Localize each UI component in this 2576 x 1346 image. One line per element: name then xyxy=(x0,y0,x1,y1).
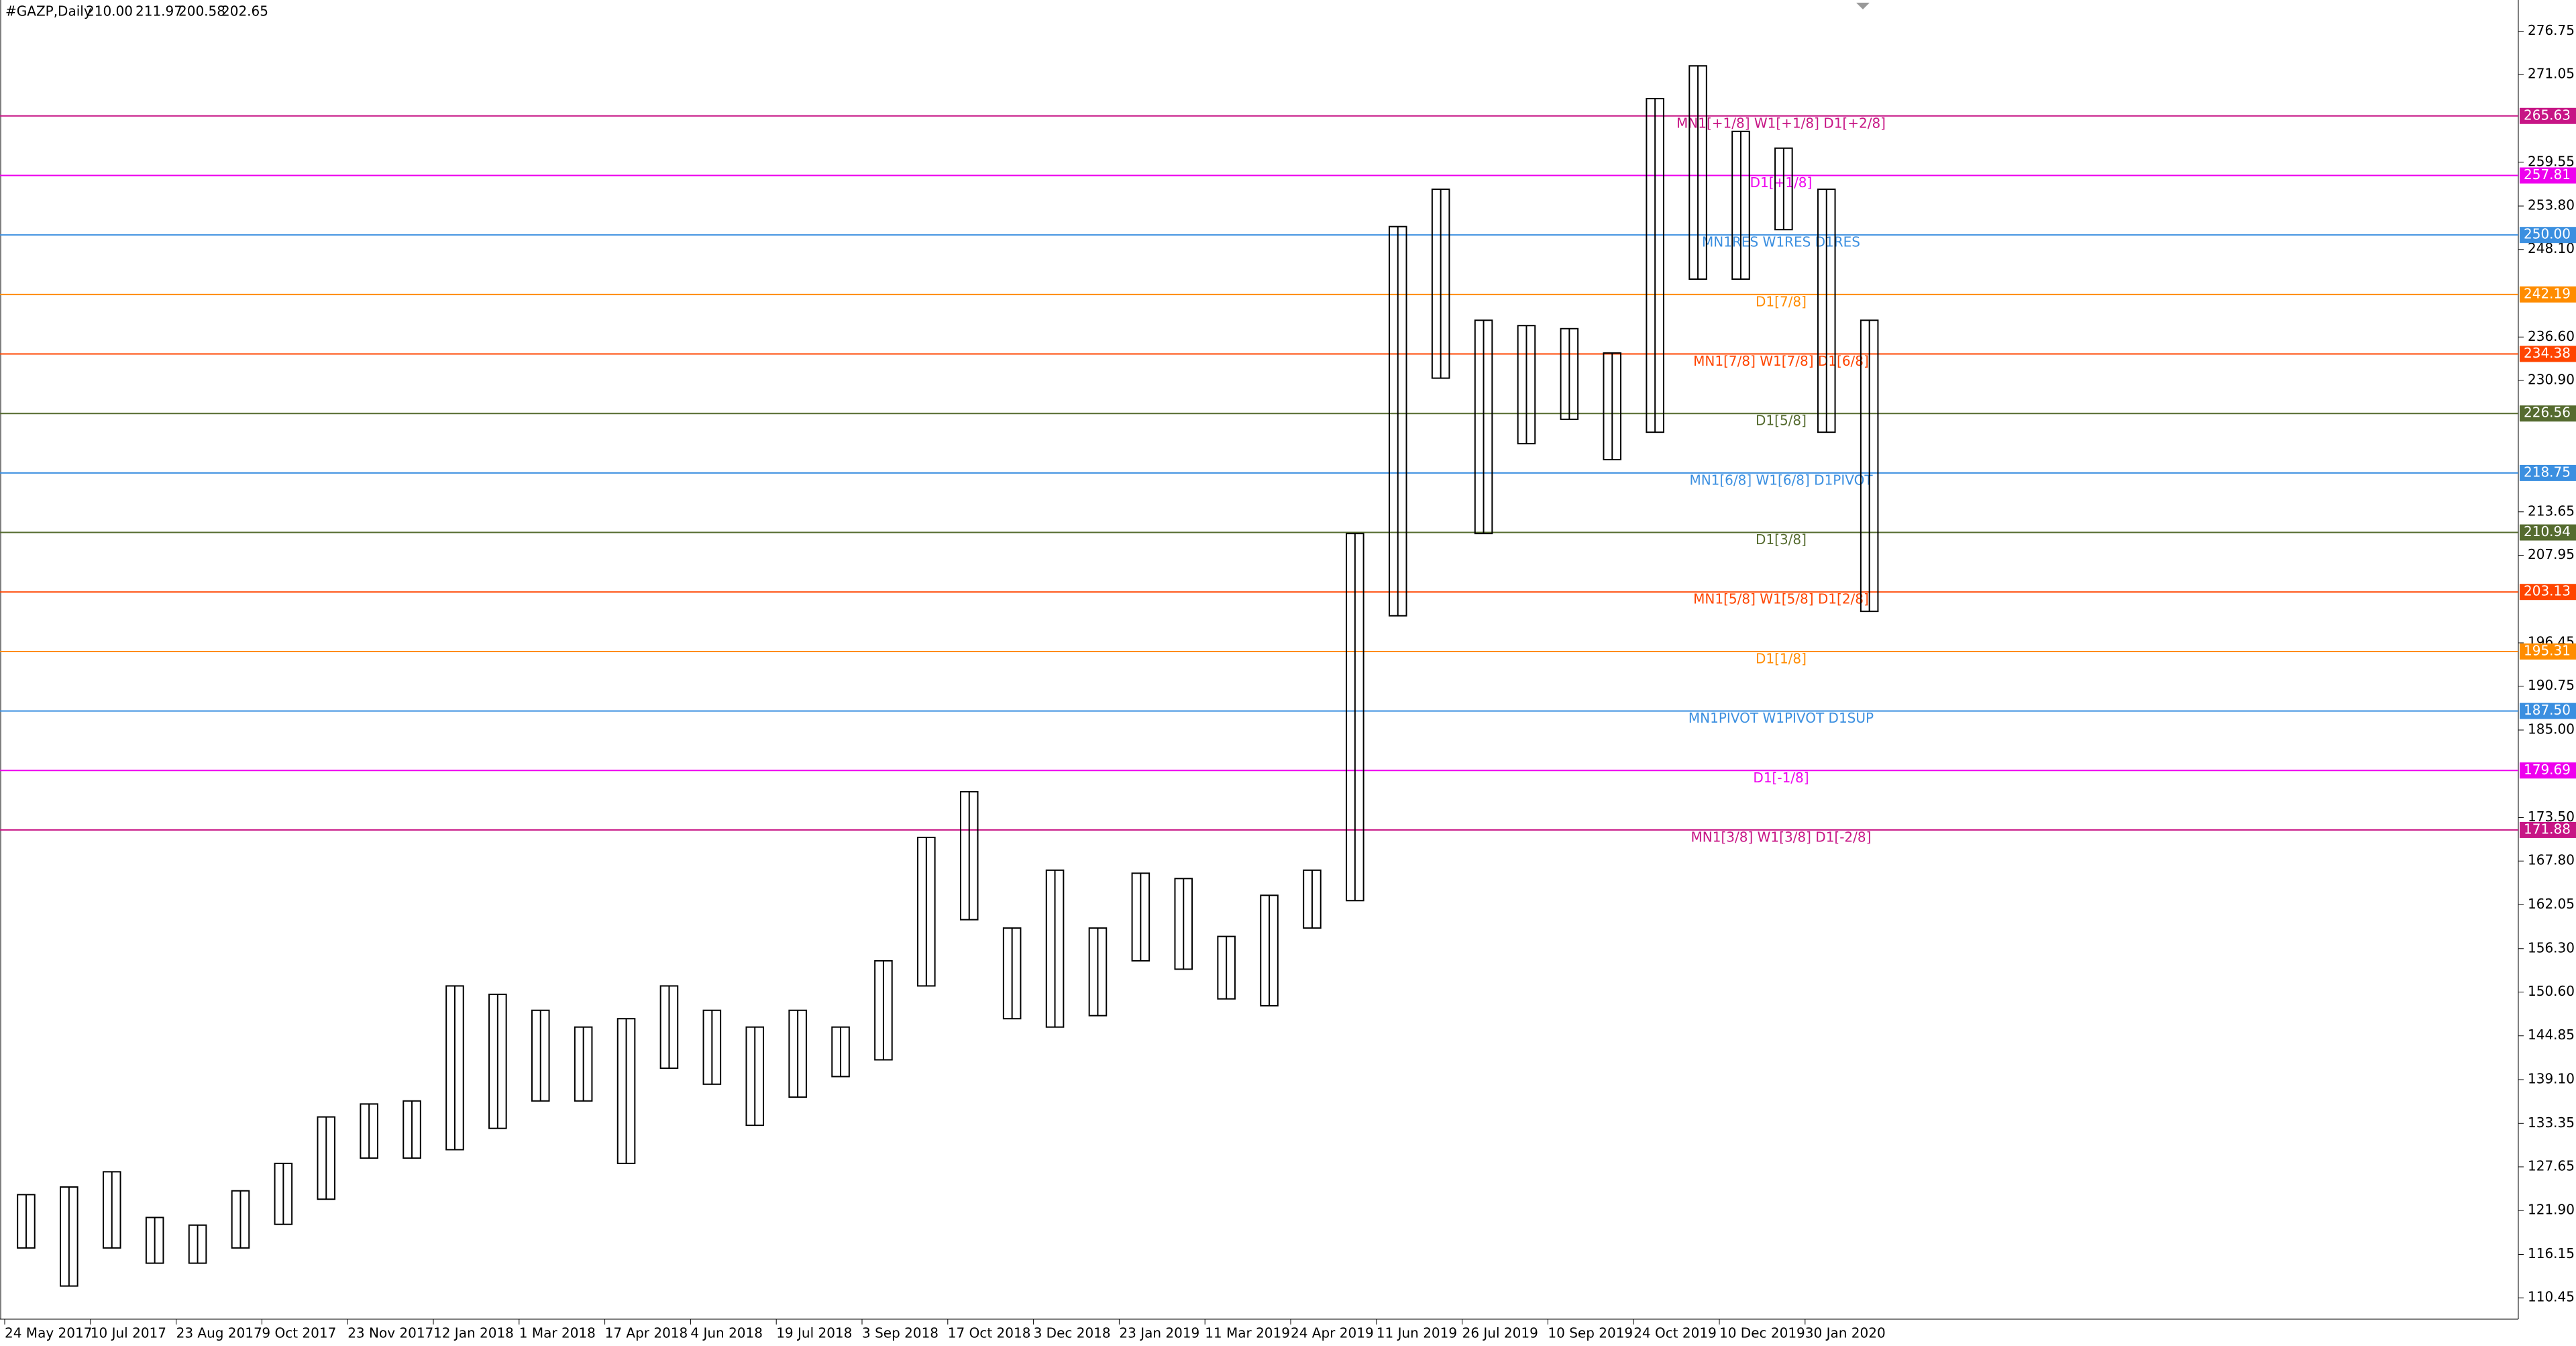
y-tick-label: 110.45 xyxy=(2528,1289,2575,1305)
x-tick-label: 10 Dec 2019 xyxy=(1719,1325,1805,1341)
level-label: D1[5/8] xyxy=(1756,413,1807,429)
y-tick-label: 276.75 xyxy=(2528,22,2575,38)
level-tag-label: 257.81 xyxy=(2524,166,2571,183)
y-tick-label: 190.75 xyxy=(2528,677,2575,693)
y-tick-label: 116.15 xyxy=(2528,1245,2575,1261)
level-tag xyxy=(2520,464,2576,481)
y-tick-label: 271.05 xyxy=(2528,66,2575,82)
level-label: MN1PIVOT W1PIVOT D1SUP xyxy=(1688,710,1874,726)
ohlc-open: 210.00 xyxy=(86,3,133,19)
level-tag xyxy=(2520,821,2576,838)
y-tick-label: 253.80 xyxy=(2528,197,2575,213)
x-tick-label: 17 Apr 2018 xyxy=(605,1325,688,1341)
level-label: MN1[6/8] W1[6/8] D1PIVOT xyxy=(1689,472,1873,488)
level-tag xyxy=(2520,346,2576,362)
x-tick-label: 30 Jan 2020 xyxy=(1805,1325,1886,1341)
x-tick-label: 11 Mar 2019 xyxy=(1205,1325,1290,1341)
level-tag-label: 210.94 xyxy=(2524,523,2571,539)
level-label: D1[7/8] xyxy=(1756,293,1807,309)
x-tick-label: 23 Nov 2017 xyxy=(347,1325,433,1341)
level-tag xyxy=(2520,524,2576,541)
x-tick-label: 11 Jun 2019 xyxy=(1377,1325,1457,1341)
y-tick-label: 259.55 xyxy=(2528,153,2575,169)
level-tag xyxy=(2520,167,2576,184)
shift-marker xyxy=(1856,3,1870,9)
x-tick-label: 12 Jan 2018 xyxy=(433,1325,514,1341)
y-tick-label: 185.00 xyxy=(2528,721,2575,737)
y-tick-label: 121.90 xyxy=(2528,1202,2575,1218)
level-tag-label: 242.19 xyxy=(2524,285,2571,301)
level-tag-label: 234.38 xyxy=(2524,345,2571,361)
level-label: MN1[5/8] W1[5/8] D1[2/8] xyxy=(1693,591,1869,607)
ohlc-close: 202.65 xyxy=(221,3,268,19)
x-tick-label: 24 Oct 2019 xyxy=(1633,1325,1717,1341)
level-label: D1[3/8] xyxy=(1756,531,1807,548)
x-tick-label: 24 May 2017 xyxy=(5,1325,92,1341)
y-tick-label: 139.10 xyxy=(2528,1071,2575,1087)
x-tick-label: 23 Aug 2017 xyxy=(176,1325,262,1341)
level-tag-label: 265.63 xyxy=(2524,107,2571,123)
level-tag xyxy=(2520,227,2576,244)
y-tick-label: 207.95 xyxy=(2528,546,2575,562)
x-tick-label: 9 Oct 2017 xyxy=(262,1325,336,1341)
level-tag-label: 187.50 xyxy=(2524,702,2571,718)
level-tag xyxy=(2520,405,2576,422)
x-tick-label: 19 Jul 2018 xyxy=(776,1325,852,1341)
level-tag-label: 203.13 xyxy=(2524,583,2571,599)
level-tag xyxy=(2520,584,2576,601)
ohlc-high: 211.97 xyxy=(136,3,182,19)
level-tag-label: 179.69 xyxy=(2524,762,2571,778)
level-label: D1[+1/8] xyxy=(1750,174,1813,191)
x-tick-label: 24 Apr 2019 xyxy=(1291,1325,1374,1341)
level-tag-label: 195.31 xyxy=(2524,642,2571,658)
x-tick-label: 1 Mar 2018 xyxy=(519,1325,596,1341)
level-label: MN1[3/8] W1[3/8] D1[-2/8] xyxy=(1691,829,1872,845)
level-label: D1[1/8] xyxy=(1756,650,1807,666)
y-tick-label: 156.30 xyxy=(2528,939,2575,955)
level-tag xyxy=(2520,643,2576,660)
x-tick-label: 10 Sep 2019 xyxy=(1548,1325,1633,1341)
x-tick-label: 26 Jul 2019 xyxy=(1462,1325,1538,1341)
y-tick-label: 127.65 xyxy=(2528,1157,2575,1174)
x-tick-label: 3 Sep 2018 xyxy=(862,1325,938,1341)
y-tick-label: 167.80 xyxy=(2528,852,2575,868)
level-tag-label: 226.56 xyxy=(2524,405,2571,421)
level-tag-label: 171.88 xyxy=(2524,821,2571,837)
level-label: MN1[7/8] W1[7/8] D1[6/8] xyxy=(1693,353,1869,369)
symbol: #GAZP,Daily xyxy=(5,3,92,19)
y-tick-label: 230.90 xyxy=(2528,371,2575,387)
ohlc-low: 200.58 xyxy=(178,3,225,19)
x-tick-label: 3 Dec 2018 xyxy=(1034,1325,1111,1341)
x-tick-label: 17 Oct 2018 xyxy=(948,1325,1031,1341)
level-label: MN1[+1/8] W1[+1/8] D1[+2/8] xyxy=(1676,115,1886,131)
level-label: D1[-1/8] xyxy=(1753,770,1809,786)
y-tick-label: 162.05 xyxy=(2528,896,2575,912)
y-tick-label: 144.85 xyxy=(2528,1027,2575,1043)
x-tick-label: 4 Jun 2018 xyxy=(690,1325,763,1341)
level-tag-label: 250.00 xyxy=(2524,226,2571,242)
level-tag xyxy=(2520,107,2576,124)
level-label: MN1RES W1RES D1RES xyxy=(1702,234,1860,250)
level-tag-label: 218.75 xyxy=(2524,464,2571,480)
y-tick-label: 248.10 xyxy=(2528,240,2575,256)
y-tick-label: 133.35 xyxy=(2528,1115,2575,1131)
y-tick-label: 150.60 xyxy=(2528,983,2575,999)
y-tick-label: 236.60 xyxy=(2528,328,2575,344)
level-tag xyxy=(2520,762,2576,779)
level-tag xyxy=(2520,703,2576,719)
x-tick-label: 23 Jan 2019 xyxy=(1119,1325,1199,1341)
y-tick-label: 213.65 xyxy=(2528,503,2575,519)
level-tag xyxy=(2520,286,2576,303)
x-tick-label: 10 Jul 2017 xyxy=(91,1325,166,1341)
